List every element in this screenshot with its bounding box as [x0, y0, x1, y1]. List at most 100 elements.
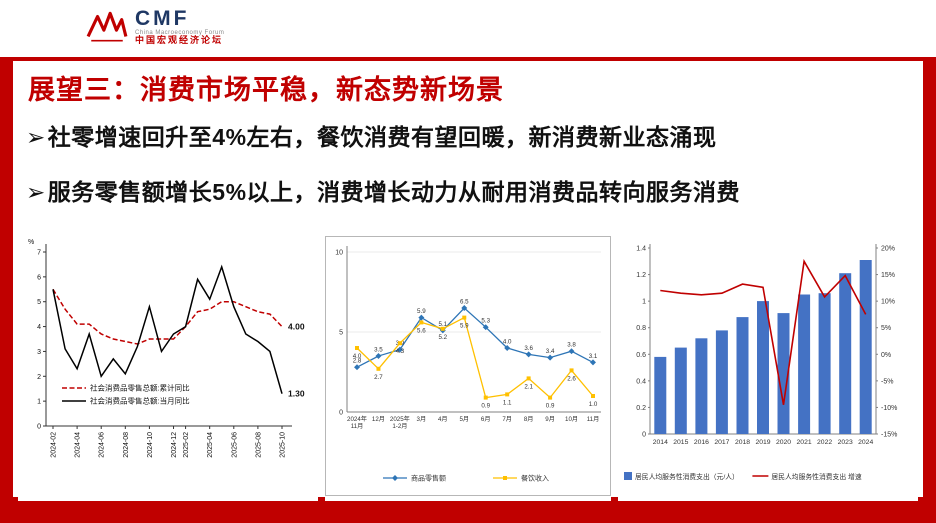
- svg-text:5.3: 5.3: [481, 318, 490, 325]
- svg-text:2021: 2021: [797, 439, 812, 446]
- svg-text:5.9: 5.9: [460, 323, 469, 330]
- svg-text:居民人均服务性消费支出（元/人）: 居民人均服务性消费支出（元/人）: [635, 472, 739, 481]
- top-red-rule: [0, 57, 936, 61]
- goods-vs-catering-chart: 0 5 10 2024年 11月 12月 2025年 1-2月 3月 4月 5月 6月 7月 8月 9月 10…: [325, 236, 611, 501]
- svg-text:3.1: 3.1: [589, 353, 598, 360]
- slide-title: 展望三：消费市场平稳，新态势新场景: [28, 75, 504, 105]
- svg-text:1.30: 1.30: [288, 389, 305, 399]
- bullet-item: ➢社零增速回升至4%左右，餐饮消费有望回暖，新消费新业态涌现: [26, 118, 740, 152]
- svg-text:5: 5: [339, 330, 343, 337]
- svg-text:0.2: 0.2: [636, 405, 646, 412]
- svg-text:0.9: 0.9: [481, 403, 490, 410]
- svg-text:2024: 2024: [858, 439, 873, 446]
- svg-text:10: 10: [335, 250, 343, 257]
- svg-text:2024-02: 2024-02: [51, 432, 58, 458]
- svg-text:2.1: 2.1: [524, 383, 533, 390]
- svg-text:3月: 3月: [417, 416, 427, 423]
- svg-text:2: 2: [37, 374, 41, 381]
- svg-text:0: 0: [642, 432, 646, 439]
- svg-text:2015: 2015: [673, 439, 688, 446]
- cmf-logo: CMF China Macroeconomy Forum 中国宏观经济论坛: [86, 6, 224, 48]
- svg-text:3.5: 3.5: [374, 347, 383, 354]
- bullet-arrow-icon: ➢: [26, 124, 46, 150]
- svg-text:2024-08: 2024-08: [123, 432, 130, 458]
- svg-text:1: 1: [37, 399, 41, 406]
- footer-red-bar: [0, 497, 936, 523]
- svg-text:0.6: 0.6: [636, 352, 646, 359]
- bullet-item: ➢服务零售额增长5%以上，消费增长动力从耐用消费品转向服务消费: [26, 173, 740, 207]
- svg-text:5: 5: [37, 299, 41, 306]
- header: CMF China Macroeconomy Forum 中国宏观经济论坛: [0, 0, 936, 57]
- svg-text:2024-10: 2024-10: [147, 432, 154, 458]
- svg-text:4.00: 4.00: [288, 322, 305, 332]
- svg-text:4: 4: [37, 324, 41, 331]
- svg-text:2019: 2019: [755, 439, 770, 446]
- svg-text:7: 7: [37, 250, 41, 257]
- svg-text:-15%: -15%: [881, 432, 897, 439]
- left-red-rail: [0, 61, 13, 523]
- service-consumption-chart: 0 0.2 0.4 0.6 0.8 1 1.2 1.4 -15% -10% -5% 0% 5% 10% 15…: [618, 236, 918, 501]
- svg-text:5%: 5%: [881, 325, 891, 332]
- cmf-logo-icon: [86, 11, 128, 42]
- svg-text:2024-12: 2024-12: [171, 432, 178, 458]
- svg-text:4.0: 4.0: [503, 339, 512, 346]
- svg-text:5.6: 5.6: [417, 327, 426, 334]
- svg-text:3.6: 3.6: [524, 345, 533, 352]
- svg-text:1.4: 1.4: [636, 246, 646, 253]
- svg-text:2025-08: 2025-08: [255, 432, 262, 458]
- svg-text:4.0: 4.0: [353, 353, 362, 360]
- svg-text:7月: 7月: [502, 416, 512, 423]
- svg-text:2020: 2020: [776, 439, 791, 446]
- svg-text:餐饮收入: 餐饮收入: [521, 474, 549, 483]
- svg-text:12月: 12月: [372, 416, 385, 423]
- svg-text:2025-02: 2025-02: [183, 432, 190, 458]
- svg-text:0.8: 0.8: [636, 325, 646, 332]
- svg-text:5.2: 5.2: [439, 334, 448, 341]
- svg-text:1.1: 1.1: [503, 399, 512, 406]
- svg-text:2.6: 2.6: [567, 375, 576, 382]
- svg-text:2.8: 2.8: [353, 358, 362, 365]
- svg-text:0: 0: [37, 424, 41, 431]
- svg-text:3.4: 3.4: [546, 348, 555, 355]
- svg-text:2018: 2018: [735, 439, 750, 446]
- svg-text:居民人均服务性消费支出 增速: 居民人均服务性消费支出 增速: [771, 472, 861, 481]
- svg-text:20%: 20%: [881, 246, 895, 253]
- svg-text:1.0: 1.0: [589, 401, 598, 408]
- svg-text:5.9: 5.9: [417, 308, 426, 315]
- svg-text:2025-10: 2025-10: [280, 432, 287, 458]
- svg-text:-5%: -5%: [881, 378, 893, 385]
- svg-text:6.5: 6.5: [460, 299, 469, 306]
- svg-text:社会消费品零售总额:累计同比: 社会消费品零售总额:累计同比: [90, 383, 190, 393]
- svg-text:0.9: 0.9: [546, 403, 555, 410]
- svg-text:2024-06: 2024-06: [99, 432, 106, 458]
- svg-text:%: %: [28, 239, 34, 246]
- svg-text:1: 1: [642, 299, 646, 306]
- retail-sales-yoy-chart: 0 1 2 3 4 5 6 7% 2024-02 2024-04 2024-06 2024-08 202…: [18, 236, 318, 501]
- logo-acronym: CMF: [135, 7, 190, 31]
- logo-chinese-name: 中国宏观经济论坛: [135, 35, 224, 46]
- svg-text:9月: 9月: [545, 416, 555, 423]
- svg-text:15%: 15%: [881, 272, 895, 279]
- svg-text:2023: 2023: [838, 439, 853, 446]
- svg-text:0.4: 0.4: [636, 378, 646, 385]
- logo-text: CMF China Macroeconomy Forum 中国宏观经济论坛: [135, 8, 224, 46]
- svg-text:6月: 6月: [481, 416, 491, 423]
- svg-text:5.1: 5.1: [439, 321, 448, 328]
- svg-text:10月: 10月: [565, 416, 578, 423]
- svg-text:11月: 11月: [587, 416, 600, 423]
- bullet-list: ➢社零增速回升至4%左右，餐饮消费有望回暖，新消费新业态涌现 ➢服务零售额增长5…: [26, 118, 740, 228]
- bullet-text: 社零增速回升至4%左右，餐饮消费有望回暖，新消费新业态涌现: [47, 124, 717, 150]
- svg-text:5月: 5月: [459, 416, 469, 423]
- svg-text:2014: 2014: [653, 439, 668, 446]
- bullet-text: 服务零售额增长5%以上，消费增长动力从耐用消费品转向服务消费: [47, 179, 741, 205]
- svg-text:8月: 8月: [524, 416, 534, 423]
- logo-english-name: China Macroeconomy Forum: [135, 30, 225, 37]
- svg-text:6: 6: [37, 274, 41, 281]
- svg-text:3: 3: [37, 349, 41, 356]
- right-red-rail: [923, 61, 936, 523]
- svg-text:-10%: -10%: [881, 405, 897, 412]
- svg-text:2017: 2017: [714, 439, 729, 446]
- svg-text:2.7: 2.7: [374, 374, 383, 381]
